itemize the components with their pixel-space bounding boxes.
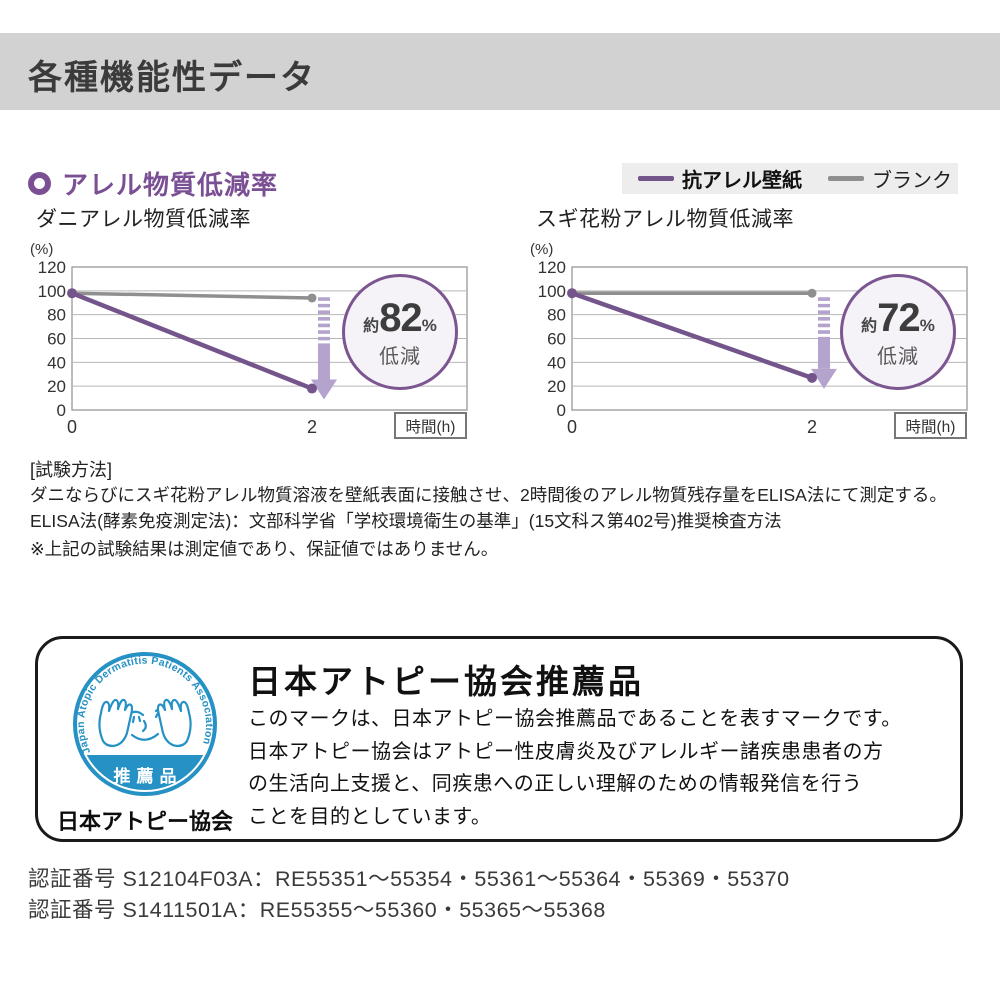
svg-text:100: 100 xyxy=(538,282,566,301)
svg-text:120: 120 xyxy=(538,258,566,277)
badge-unit: % xyxy=(421,315,437,335)
svg-text:20: 20 xyxy=(47,377,66,396)
legend-item-blank: ブランク xyxy=(828,164,952,193)
badge-unit: % xyxy=(919,315,935,335)
page-header: 各種機能性データ xyxy=(0,33,1000,110)
association-name: 日本アトピー協会 xyxy=(56,809,233,834)
legend-label: ブランク xyxy=(872,170,952,192)
badge-prefix: 約 xyxy=(861,317,878,335)
chart-legend: 抗アレル壁紙 ブランク xyxy=(622,163,958,194)
svg-text:20: 20 xyxy=(547,377,566,396)
svg-text:0: 0 xyxy=(557,401,566,420)
legend-label: 抗アレル壁紙 xyxy=(682,170,802,192)
svg-text:60: 60 xyxy=(47,330,66,349)
svg-text:120: 120 xyxy=(38,258,66,277)
association-description-line: の生活向上支援と、同疾患への正しい理解のための情報発信を行う xyxy=(248,773,863,795)
badge-value: 72 xyxy=(877,295,920,340)
certification-number-line: 認証番号 S1411501A：RE55355～55360・55365～55368 xyxy=(28,898,606,922)
association-logo-icon: Japan Atopic Dermatitis Patients Associa… xyxy=(73,652,217,796)
badge-caption: 低減 xyxy=(877,345,919,368)
logo-band-text: 推薦品 xyxy=(114,766,183,786)
reduction-badge-mite: 約 82 % 低減 xyxy=(342,274,458,390)
method-line: ELISA法(酵素免疫測定法)：文部科学省「学校環境衛生の基準」(15文科ス第4… xyxy=(30,511,782,531)
association-description: このマークは、日本アトピー協会推薦品であることを表すマークです。 日本アトピー協… xyxy=(248,703,902,833)
association-description-line: 日本アトピー協会はアトピー性皮膚炎及びアレルギー諸疾患患者の方 xyxy=(248,740,884,763)
chart-title-mite: ダニアレル物質低減率 xyxy=(36,208,251,231)
svg-text:0: 0 xyxy=(67,417,77,437)
badge-value: 82 xyxy=(379,295,422,340)
section-header: アレル物質低減率 xyxy=(28,165,278,202)
svg-text:40: 40 xyxy=(47,353,66,372)
svg-text:0: 0 xyxy=(57,401,66,420)
svg-text:0: 0 xyxy=(567,417,577,437)
svg-text:80: 80 xyxy=(47,306,66,325)
chart-title-cedar: スギ花粉アレル物質低減率 xyxy=(536,208,794,231)
svg-text:40: 40 xyxy=(547,353,566,372)
svg-text:(%): (%) xyxy=(30,241,53,258)
svg-text:2: 2 xyxy=(807,417,817,437)
section-title: アレル物質低減率 xyxy=(62,170,279,200)
association-title: 日本アトピー協会推薦品 xyxy=(248,663,644,700)
xaxis-unit-box: 時間(h) xyxy=(394,412,467,439)
svg-text:(%): (%) xyxy=(530,241,553,258)
svg-text:80: 80 xyxy=(547,306,566,325)
logo-hands-icon xyxy=(98,698,192,748)
legend-item-antiallergen: 抗アレル壁紙 xyxy=(638,164,802,193)
xaxis-unit-box: 時間(h) xyxy=(894,412,967,439)
page-title: 各種機能性データ xyxy=(28,59,316,97)
badge-prefix: 約 xyxy=(363,317,380,335)
association-description-line: このマークは、日本アトピー協会推薦品であることを表すマークです。 xyxy=(248,708,902,730)
svg-text:2: 2 xyxy=(307,417,317,437)
badge-caption: 低減 xyxy=(379,345,421,368)
association-description-line: ことを目的としています。 xyxy=(248,805,492,828)
method-heading: [試験方法] xyxy=(30,460,113,480)
certification-number-line: 認証番号 S12104F03A：RE55351～55354・55361～5536… xyxy=(28,867,790,891)
svg-text:60: 60 xyxy=(547,330,566,349)
gray-line-swatch-icon xyxy=(828,176,864,181)
svg-text:100: 100 xyxy=(38,282,66,301)
purple-line-swatch-icon xyxy=(638,176,674,181)
method-line: ダニならびにスギ花粉アレル物質溶液を壁紙表面に接触させ、2時間後のアレル物質残存… xyxy=(30,485,947,505)
reduction-badge-cedar: 約 72 % 低減 xyxy=(840,274,956,390)
ring-bullet-icon xyxy=(28,172,51,195)
method-note: ※上記の試験結果は測定値であり、保証値ではありません。 xyxy=(30,539,499,559)
